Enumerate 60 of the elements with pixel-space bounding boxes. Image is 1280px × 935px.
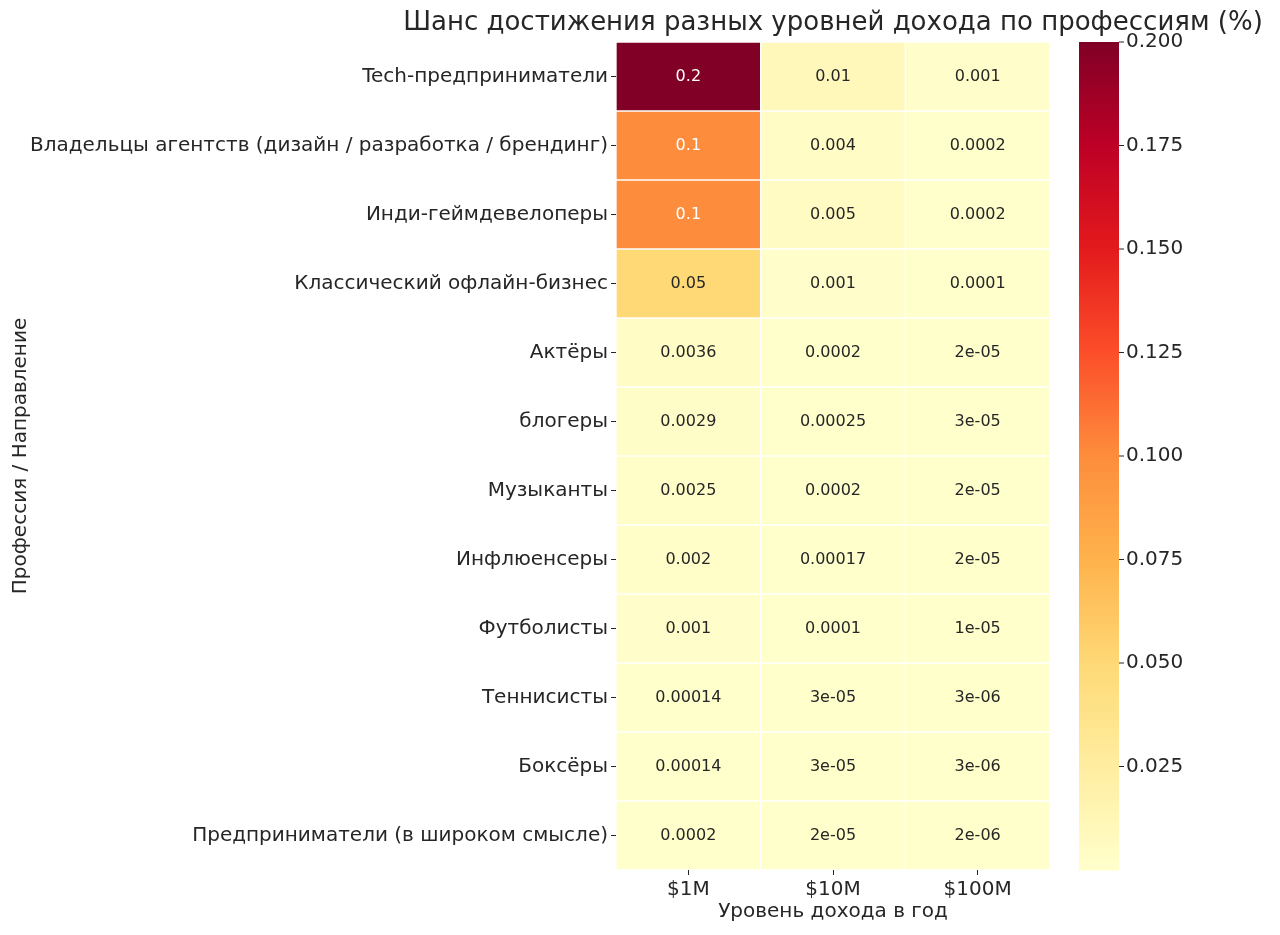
y-tick-label: Инди-геймдевелоперы <box>365 200 608 225</box>
x-tick-label: $100M <box>943 876 1012 901</box>
color-bar-label: 0.075 <box>1126 545 1184 570</box>
data-label: 0.004 <box>810 134 856 154</box>
data-label: 0.002 <box>665 548 712 568</box>
data-label: 3e-05 <box>954 410 1001 430</box>
y-tick-label: Владельцы агентств (дизайн / разработка / брендинг) <box>29 131 608 156</box>
y-tick-label: Предприниматели (в широком смысле) <box>192 821 608 846</box>
data-label: 2e-05 <box>954 479 1001 499</box>
y-tick-label: Актёры <box>529 338 608 363</box>
data-label: 0.001 <box>954 65 1001 85</box>
data-label: 0.1 <box>675 203 702 223</box>
color-bar-label: 0.125 <box>1126 338 1184 363</box>
x-tick-label: $1M <box>666 876 710 901</box>
data-label: 1e-05 <box>954 617 1001 637</box>
data-label: 0.0036 <box>660 341 717 361</box>
data-label: 0.00014 <box>655 755 722 775</box>
data-label: 2e-05 <box>809 824 857 844</box>
color-bar-label: 0.150 <box>1126 235 1184 260</box>
y-tick-label: Теннисисты <box>480 683 608 708</box>
data-label: 3e-05 <box>809 755 857 775</box>
data-label: 2e-06 <box>954 824 1001 844</box>
data-label: 0.2 <box>675 65 702 85</box>
data-label: 0.0002 <box>949 203 1006 223</box>
data-label: 2e-05 <box>954 548 1001 568</box>
data-label: 0.001 <box>665 617 712 637</box>
y-axis-title: Профессия / Направление <box>7 317 32 595</box>
y-tick-label: блогеры <box>519 407 608 432</box>
color-bar-label: 0.025 <box>1126 752 1184 777</box>
data-label: 0.05 <box>670 272 707 292</box>
y-tick-label: Боксёры <box>518 752 608 777</box>
data-label: 0.0025 <box>660 479 717 499</box>
data-label: 0.0002 <box>805 479 861 499</box>
y-tick-label: Футболисты <box>478 614 608 639</box>
y-tick-label: Инфлюенсеры <box>456 545 608 570</box>
data-label: 0.00017 <box>799 548 867 568</box>
data-label: 0.01 <box>815 65 851 85</box>
data-label: 0.00014 <box>655 686 722 706</box>
data-label: 3e-06 <box>954 755 1001 775</box>
data-label: 0.0029 <box>660 410 717 430</box>
data-label: 0.0001 <box>949 272 1006 292</box>
y-tick-label: Tech-предприниматели <box>361 62 608 87</box>
data-label: 2e-05 <box>954 341 1001 361</box>
data-label: 3e-05 <box>809 686 857 706</box>
data-label: 0.005 <box>810 203 856 223</box>
data-label: 0.001 <box>810 272 856 292</box>
data-label: 3e-06 <box>954 686 1001 706</box>
color-bar-label: 0.175 <box>1126 131 1184 156</box>
data-label: 0.0001 <box>805 617 861 637</box>
color-bar-label: 0.100 <box>1126 442 1184 467</box>
x-tick-label: $10M <box>805 876 861 901</box>
y-tick-label: Музыканты <box>487 476 608 501</box>
color-bar-label: 0.050 <box>1126 649 1184 674</box>
data-label: 0.1 <box>675 134 702 154</box>
y-tick-label: Классический офлайн-бизнес <box>294 269 608 294</box>
x-axis-title: Уровень дохода в год <box>718 898 948 923</box>
data-label: 0.0002 <box>660 824 717 844</box>
data-label: 0.0002 <box>949 134 1006 154</box>
data-label: 0.00025 <box>799 410 867 430</box>
data-label: 0.0002 <box>805 341 861 361</box>
